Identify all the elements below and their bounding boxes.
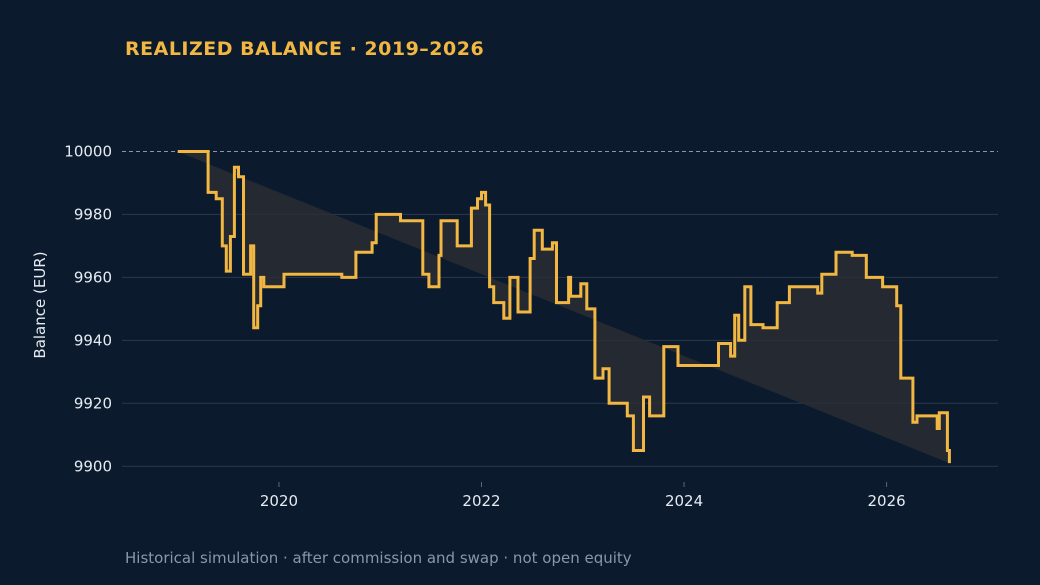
y-tick-9960: 9960	[74, 268, 112, 286]
y-tick-9980: 9980	[74, 205, 112, 223]
y-tick-9940: 9940	[74, 331, 112, 349]
balance-line	[177, 150, 951, 464]
drawdown-area	[177, 151, 950, 464]
y-tick-10000: 10000	[64, 142, 112, 160]
x-tick-2024: 2024	[665, 492, 703, 510]
y-axis-label: Balance (EUR)	[31, 251, 49, 358]
chart-footnote: Historical simulation · after commission…	[125, 549, 632, 567]
y-tick-labels: 9900 9920 9940 9960 9980 10000	[64, 142, 112, 475]
x-tick-2026: 2026	[868, 492, 906, 510]
y-tick-9920: 9920	[74, 394, 112, 412]
x-tick-2022: 2022	[462, 492, 500, 510]
x-tick-2020: 2020	[260, 492, 298, 510]
chart-title: REALIZED BALANCE · 2019–2026	[125, 38, 485, 60]
x-tick-labels: 2020 2022 2024 2026	[260, 482, 906, 510]
y-tick-9900: 9900	[74, 457, 112, 475]
